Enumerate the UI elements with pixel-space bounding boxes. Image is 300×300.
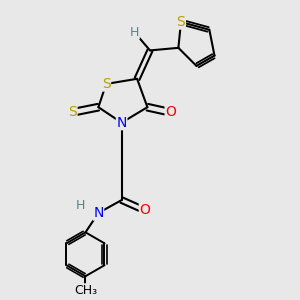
Text: S: S (102, 77, 110, 91)
Text: O: O (140, 203, 150, 218)
Text: CH₃: CH₃ (74, 284, 97, 297)
Text: N: N (116, 116, 127, 130)
Text: S: S (177, 15, 185, 29)
Text: N: N (93, 206, 103, 220)
Text: S: S (68, 105, 77, 119)
Text: H: H (130, 26, 139, 39)
Text: H: H (76, 199, 85, 212)
Text: O: O (165, 105, 176, 119)
